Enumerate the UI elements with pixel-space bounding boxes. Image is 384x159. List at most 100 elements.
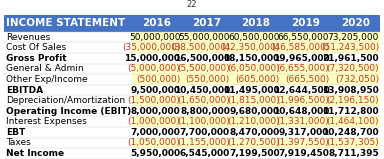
Bar	[231, 53, 281, 64]
Text: 9,500,000: 9,500,000	[130, 86, 180, 94]
Text: (5,500,000): (5,500,000)	[177, 64, 230, 73]
Text: Net Income: Net Income	[6, 149, 64, 158]
Bar	[4, 53, 132, 64]
Text: 66,550,000: 66,550,000	[278, 33, 329, 41]
Bar	[281, 138, 331, 148]
Text: INCOME STATEMENT: INCOME STATEMENT	[6, 18, 125, 28]
Text: 2016: 2016	[142, 18, 171, 28]
Bar	[231, 138, 281, 148]
Text: 15,000,000: 15,000,000	[124, 54, 180, 63]
Text: 2017: 2017	[192, 18, 221, 28]
Bar	[331, 138, 380, 148]
Bar	[132, 42, 182, 53]
Text: (605,000): (605,000)	[235, 75, 280, 84]
Bar	[281, 85, 331, 95]
Text: 10,450,000: 10,450,000	[174, 86, 230, 94]
Text: 13,908,950: 13,908,950	[322, 86, 379, 94]
Bar	[331, 42, 380, 53]
Text: 2019: 2019	[291, 18, 320, 28]
Text: Cost Of Sales: Cost Of Sales	[6, 43, 66, 52]
Text: (1,650,000): (1,650,000)	[177, 96, 230, 105]
Bar	[231, 117, 281, 127]
Bar	[331, 95, 380, 106]
Bar	[331, 117, 380, 127]
Text: (6,655,000): (6,655,000)	[276, 64, 329, 73]
Bar	[132, 95, 182, 106]
Bar	[182, 148, 231, 159]
Bar	[231, 106, 281, 117]
Text: 8,000,000: 8,000,000	[131, 107, 180, 116]
Bar	[4, 127, 132, 138]
Bar	[331, 85, 380, 95]
Text: 11,712,800: 11,712,800	[323, 107, 379, 116]
Bar	[281, 127, 331, 138]
Bar	[4, 64, 132, 74]
Bar	[4, 85, 132, 95]
Text: (1,500,000): (1,500,000)	[127, 96, 180, 105]
Bar	[231, 95, 281, 106]
Text: 60,500,000: 60,500,000	[228, 33, 280, 41]
Bar	[132, 53, 182, 64]
Text: 8,800,000: 8,800,000	[180, 107, 230, 116]
Text: 50,000,000: 50,000,000	[129, 33, 180, 41]
Bar	[132, 64, 182, 74]
Text: (1,464,100): (1,464,100)	[326, 117, 379, 126]
Bar	[182, 15, 231, 32]
Text: (1,100,000): (1,100,000)	[177, 117, 230, 126]
Text: 12,644,500: 12,644,500	[273, 86, 329, 94]
Bar	[331, 53, 380, 64]
Bar	[132, 15, 182, 32]
Bar	[4, 42, 132, 53]
Bar	[182, 138, 231, 148]
Bar	[331, 64, 380, 74]
Bar	[281, 32, 331, 42]
Text: 2020: 2020	[341, 18, 370, 28]
Bar	[231, 15, 281, 32]
Text: (1,815,000): (1,815,000)	[227, 96, 280, 105]
Text: (1,397,550): (1,397,550)	[276, 138, 329, 148]
Text: (42,350,000): (42,350,000)	[222, 43, 280, 52]
Bar	[182, 106, 231, 117]
Text: (1,210,000): (1,210,000)	[227, 117, 280, 126]
Bar	[281, 148, 331, 159]
Text: 16,500,000: 16,500,000	[174, 54, 230, 63]
Bar	[231, 74, 281, 85]
Bar	[182, 64, 231, 74]
Bar	[331, 148, 380, 159]
Bar	[182, 85, 231, 95]
Bar	[331, 74, 380, 85]
Text: (35,000,000): (35,000,000)	[122, 43, 180, 52]
Text: Gross Profit: Gross Profit	[6, 54, 66, 63]
Bar	[182, 95, 231, 106]
Bar	[4, 74, 132, 85]
Text: 10,648,000: 10,648,000	[273, 107, 329, 116]
Text: (1,996,500): (1,996,500)	[276, 96, 329, 105]
Text: (1,050,000): (1,050,000)	[127, 138, 180, 148]
Bar	[331, 127, 380, 138]
Text: 5,950,000: 5,950,000	[130, 149, 180, 158]
Text: (665,500): (665,500)	[285, 75, 329, 84]
Text: (550,000): (550,000)	[186, 75, 230, 84]
Text: 7,000,000: 7,000,000	[131, 128, 180, 137]
Bar	[132, 32, 182, 42]
Bar	[182, 74, 231, 85]
Bar	[231, 32, 281, 42]
Bar	[132, 127, 182, 138]
Text: (51,243,500): (51,243,500)	[321, 43, 379, 52]
Bar	[281, 117, 331, 127]
Text: EBT: EBT	[6, 128, 25, 137]
Text: Revenues: Revenues	[6, 33, 50, 41]
Bar	[331, 15, 380, 32]
Bar	[182, 117, 231, 127]
Bar	[132, 85, 182, 95]
Bar	[281, 42, 331, 53]
Text: Interest Expenses: Interest Expenses	[6, 117, 87, 126]
Text: (732,050): (732,050)	[335, 75, 379, 84]
Bar	[182, 32, 231, 42]
Text: 11,495,000: 11,495,000	[223, 86, 280, 94]
Bar	[132, 106, 182, 117]
Bar	[281, 95, 331, 106]
Bar	[281, 53, 331, 64]
Bar	[231, 42, 281, 53]
Bar	[4, 106, 132, 117]
